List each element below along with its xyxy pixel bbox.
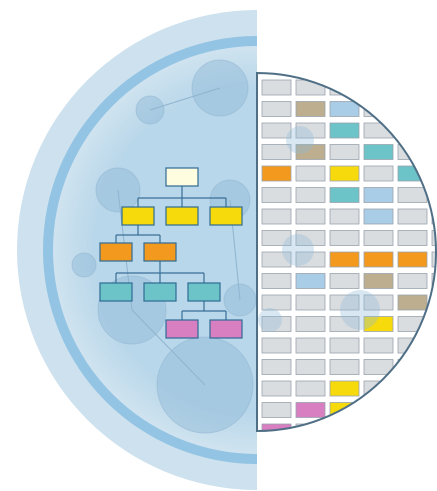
grid-cell (398, 360, 427, 375)
grid-cell (296, 102, 325, 117)
grid-cell (262, 295, 291, 310)
grid-cell (364, 424, 393, 439)
grid-cell (262, 338, 291, 353)
grid-cell (432, 424, 437, 439)
node (166, 168, 198, 186)
node (122, 207, 154, 225)
grid-cell (330, 252, 359, 267)
grid-cell (364, 145, 393, 160)
grid-cell (364, 80, 393, 95)
grid-cell (296, 381, 325, 396)
grid-cell (262, 123, 291, 138)
grid-cell (398, 231, 427, 246)
grid-cell (432, 80, 437, 95)
grid-cell (330, 274, 359, 289)
grid-cell (398, 274, 427, 289)
grid-cell (432, 381, 437, 396)
grid-cell (432, 123, 437, 138)
node (210, 320, 242, 338)
page: {} (0, 0, 437, 491)
grid-cell (364, 252, 393, 267)
grid-cell (364, 403, 393, 418)
grid-cell (330, 80, 359, 95)
grid-cell (398, 209, 427, 224)
grid-cell (262, 360, 291, 375)
grid-cell (296, 295, 325, 310)
grid-cell (296, 360, 325, 375)
grid-cell (262, 166, 291, 181)
node (144, 243, 176, 261)
grid-cell (330, 231, 359, 246)
grid-cell (398, 166, 427, 181)
grid-cell (398, 252, 427, 267)
grid-cell (296, 338, 325, 353)
grid-cell (262, 381, 291, 396)
grid-bubble (340, 290, 380, 330)
grid-bubble (282, 234, 314, 266)
grid-cell (296, 209, 325, 224)
node (188, 283, 220, 301)
node (100, 283, 132, 301)
grid (258, 80, 437, 439)
node (166, 320, 198, 338)
grid-cell (398, 80, 427, 95)
grid-cell (296, 274, 325, 289)
grid-cell (330, 424, 359, 439)
grid-cell (364, 338, 393, 353)
grid-cell (296, 188, 325, 203)
grid-cell (330, 381, 359, 396)
grid-cell (364, 102, 393, 117)
grid-cell (432, 317, 437, 332)
node (100, 243, 132, 261)
grid-cell (364, 231, 393, 246)
grid-cell (432, 360, 437, 375)
grid-cell (330, 338, 359, 353)
grid-cell (432, 338, 437, 353)
grid-cell (262, 145, 291, 160)
grid-cell (296, 403, 325, 418)
grid-cell (330, 166, 359, 181)
grid-cell (330, 123, 359, 138)
grid-cell (262, 403, 291, 418)
grid-cell (296, 166, 325, 181)
grid-bubble (258, 308, 282, 332)
illustration (0, 0, 437, 491)
grid-cell (398, 123, 427, 138)
bubble (72, 253, 96, 277)
grid-cell (398, 295, 427, 310)
grid-cell (398, 188, 427, 203)
grid-cell (364, 166, 393, 181)
grid-cell (364, 209, 393, 224)
grid-bubble (286, 126, 314, 154)
grid-cell (330, 188, 359, 203)
grid-cell (398, 403, 427, 418)
grid-cell (432, 188, 437, 203)
grid-cell (432, 295, 437, 310)
grid-cell (364, 188, 393, 203)
node (166, 207, 198, 225)
grid-cell (432, 145, 437, 160)
node (210, 207, 242, 225)
grid-cell (432, 403, 437, 418)
grid-cell (398, 102, 427, 117)
node (144, 283, 176, 301)
grid-cell (296, 80, 325, 95)
grid-cell (398, 381, 427, 396)
grid-cell (262, 102, 291, 117)
grid-cell (262, 80, 291, 95)
grid-cell (330, 403, 359, 418)
grid-cell (364, 274, 393, 289)
grid-cell (330, 145, 359, 160)
grid-cell (262, 274, 291, 289)
grid-cell (432, 102, 437, 117)
grid-cell (398, 424, 427, 439)
grid-cell (262, 209, 291, 224)
grid-cell (330, 360, 359, 375)
grid-cell (330, 102, 359, 117)
grid-cell (330, 209, 359, 224)
grid-cell (432, 166, 437, 181)
grid-cell (262, 188, 291, 203)
grid-cell (296, 317, 325, 332)
